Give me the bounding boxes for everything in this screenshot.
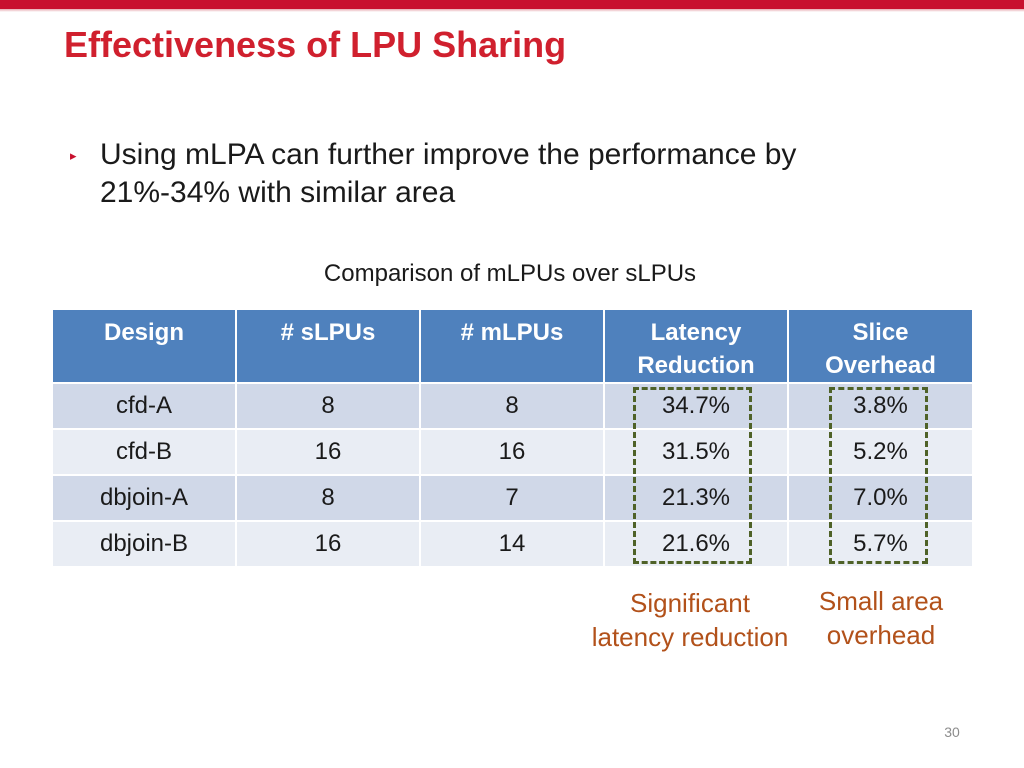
cell-mlpus: 8 [419,382,605,430]
slice-annotation: Small area overhead [806,584,956,652]
bullet-text: Using mLPA can further improve the perfo… [100,138,797,209]
cell-design: dbjoin-A [51,474,237,522]
cell-mlpus: 7 [419,474,605,522]
table-caption-text: Comparison of mLPUs over sLPUs [323,260,697,287]
slide-title: Effectiveness of LPU Sharing [64,24,567,65]
cell-slpus: 16 [235,428,421,476]
header-slice-overhead: Slice Overhead [787,308,974,384]
table-caption: Comparison of mLPUs over sLPUs [0,260,1024,288]
slice-annotation-line2: overhead [826,620,936,650]
latency-highlight-box [633,387,752,564]
header-design-text: Design [103,319,184,346]
header-latency-reduction: Latency Reduction [603,308,789,384]
cell-slpus: 8 [235,474,421,522]
cell-mlpus: 14 [419,520,605,568]
header-slice-line1: Slice [852,319,909,346]
cell-slice-overhead: 7.0% [787,474,974,522]
table-row: dbjoin-B 16 14 21.6% 5.7% [51,520,974,568]
header-slpus-text: # sLPUs [280,319,376,346]
header-latency-line1: Latency [650,319,742,346]
cell-design: cfd-A [51,382,237,430]
header-mlpus: # mLPUs [419,308,605,384]
slice-annotation-line1: Small area [818,586,944,616]
cell-slice-overhead: 5.7% [787,520,974,568]
top-accent-shadow [0,9,1024,12]
cell-design: cfd-B [51,428,237,476]
header-latency-line2: Reduction [637,352,755,379]
latency-annotation: Significant latency reduction [580,586,800,654]
latency-annotation-line2: latency reduction [591,622,789,652]
header-slpus: # sLPUs [235,308,421,384]
table-row: cfd-A 8 8 34.7% 3.8% [51,382,974,430]
cell-slpus: 16 [235,520,421,568]
page-number: 30 [944,724,960,740]
cell-slpus: 8 [235,382,421,430]
cell-mlpus: 16 [419,428,605,476]
cell-design: dbjoin-B [51,520,237,568]
latency-annotation-line1: Significant [630,588,750,618]
slice-highlight-box [829,387,928,564]
header-design: Design [51,308,237,384]
table-header-row: Design # sLPUs # mLPUs Latency Reduction … [51,308,974,384]
top-accent-bar [0,0,1024,9]
bullet-triangle-icon: ▸ [70,148,77,163]
cell-slice-overhead: 5.2% [787,428,974,476]
header-slice-line2: Overhead [825,352,936,379]
header-mlpus-text: # mLPUs [460,319,564,346]
cell-slice-overhead: 3.8% [787,382,974,430]
